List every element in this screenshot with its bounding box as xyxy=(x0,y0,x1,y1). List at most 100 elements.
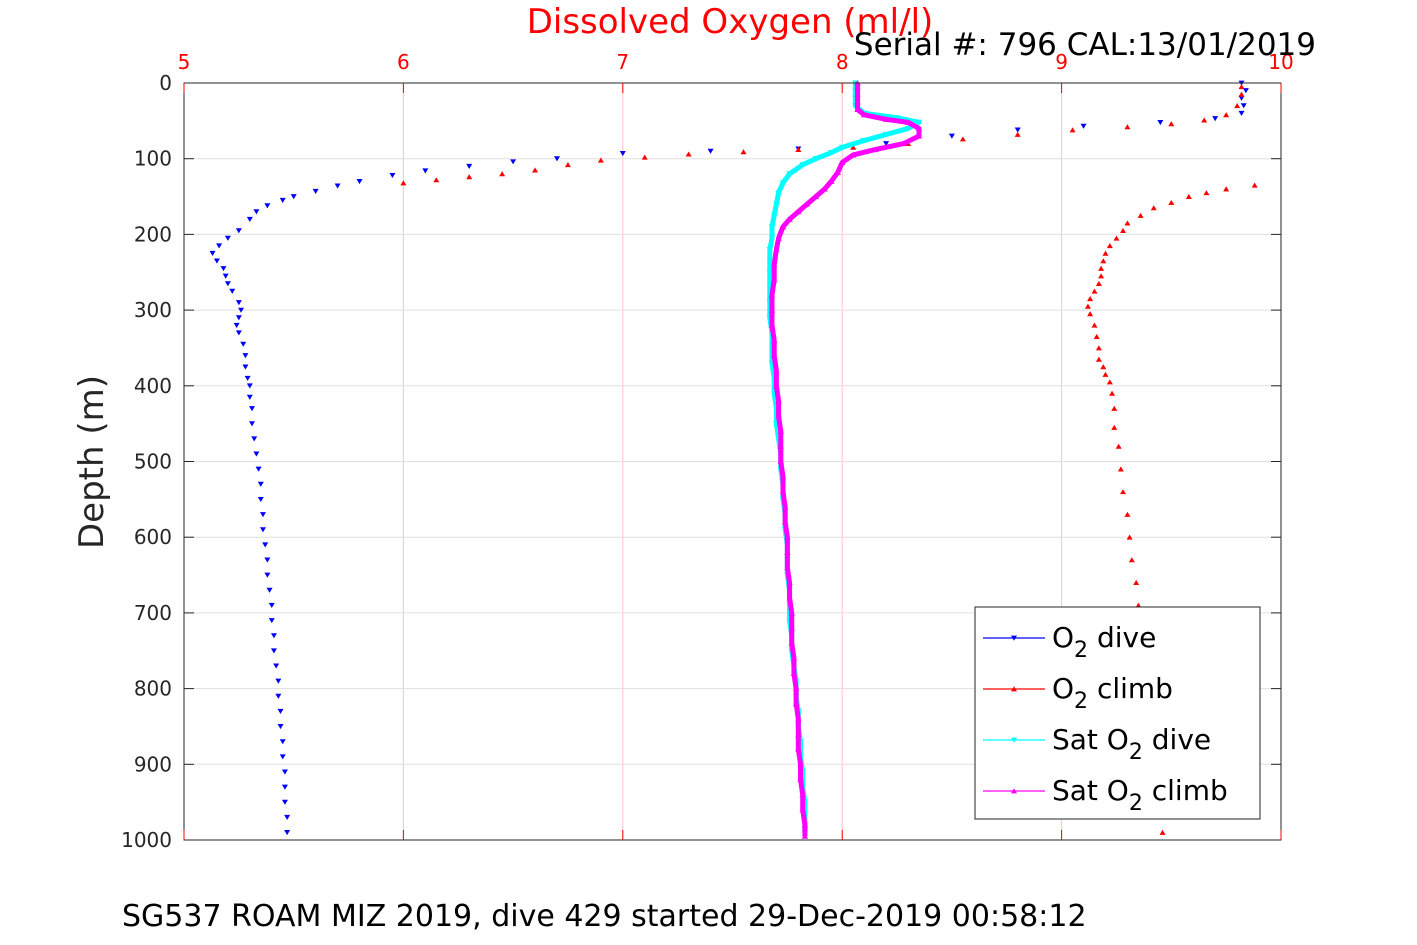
legend-label: Sat O2 dive xyxy=(1052,723,1211,765)
data-point xyxy=(277,724,284,730)
data-point xyxy=(1133,579,1140,586)
data-point xyxy=(209,250,216,257)
data-point xyxy=(799,806,806,813)
data-point xyxy=(860,111,868,118)
legend-label-subscript: 2 xyxy=(1129,740,1143,765)
data-point xyxy=(257,481,264,487)
legend-label: O2 climb xyxy=(1052,672,1173,714)
data-point xyxy=(849,152,857,158)
data-point xyxy=(284,814,291,820)
data-point xyxy=(1124,220,1131,226)
y-tick-label: 900 xyxy=(134,752,172,776)
data-point xyxy=(1087,311,1094,317)
data-point xyxy=(781,504,789,510)
legend-label-subscript: 2 xyxy=(1129,791,1143,816)
y-tick-label: 600 xyxy=(134,525,172,549)
data-point xyxy=(257,496,264,503)
legend-label-main: O xyxy=(1052,672,1074,705)
legend-label-main: Sat O xyxy=(1052,774,1129,807)
data-point xyxy=(564,162,571,168)
data-point xyxy=(466,163,473,169)
data-point xyxy=(773,201,780,207)
data-point xyxy=(213,258,220,264)
data-point xyxy=(781,519,789,525)
data-point xyxy=(797,761,804,767)
data-point xyxy=(773,246,780,253)
data-point xyxy=(882,116,890,122)
data-point xyxy=(795,731,802,737)
data-point xyxy=(220,266,227,272)
data-point xyxy=(1095,345,1102,351)
data-point xyxy=(773,382,780,389)
data-point xyxy=(834,169,842,175)
data-point xyxy=(1168,121,1175,127)
data-point xyxy=(281,799,288,805)
data-point xyxy=(1159,829,1166,835)
legend-label: O2 dive xyxy=(1052,621,1156,663)
data-point xyxy=(273,663,280,669)
data-point xyxy=(1238,84,1245,90)
y-tick-label: 400 xyxy=(134,374,172,398)
data-point xyxy=(1093,333,1100,339)
data-point xyxy=(233,322,240,328)
data-point xyxy=(246,383,253,389)
data-point xyxy=(1014,127,1021,133)
data-point xyxy=(766,246,773,253)
data-point xyxy=(1095,356,1102,362)
data-point xyxy=(1091,288,1098,294)
data-point xyxy=(821,186,828,192)
data-point xyxy=(224,281,231,287)
data-point xyxy=(812,193,820,200)
data-point xyxy=(619,151,626,157)
data-point xyxy=(279,197,286,204)
legend-swatch-marker xyxy=(1011,686,1017,692)
data-point xyxy=(433,177,440,183)
x-tick-label: 6 xyxy=(397,50,410,74)
data-point xyxy=(242,364,249,370)
data-point xyxy=(900,140,907,147)
data-point xyxy=(1124,124,1131,130)
data-point xyxy=(1084,303,1091,309)
data-point xyxy=(1102,371,1109,377)
y-tick-label: 500 xyxy=(134,450,172,474)
data-point xyxy=(795,746,802,752)
data-point xyxy=(795,716,802,722)
data-point xyxy=(854,83,861,90)
data-point xyxy=(768,235,776,242)
data-point xyxy=(1251,182,1258,188)
data-point xyxy=(334,183,341,189)
data-point xyxy=(799,791,806,798)
data-point xyxy=(790,655,798,661)
data-point xyxy=(915,119,923,126)
data-point xyxy=(1100,258,1107,264)
data-point xyxy=(788,610,795,616)
data-point xyxy=(779,223,787,230)
data-points xyxy=(209,80,1258,839)
data-point xyxy=(1014,131,1021,137)
data-point xyxy=(1080,123,1087,129)
data-point xyxy=(1102,250,1109,256)
data-point xyxy=(770,261,778,268)
data-point xyxy=(770,276,778,283)
data-point xyxy=(1113,235,1120,241)
data-point xyxy=(768,224,776,230)
legend-swatch-marker xyxy=(1011,788,1017,794)
data-point xyxy=(1150,205,1157,211)
data-point xyxy=(775,190,782,196)
data-point xyxy=(510,159,517,165)
legend-label-main: O xyxy=(1052,621,1074,654)
data-point xyxy=(1120,489,1127,495)
data-point xyxy=(1098,265,1105,271)
data-point xyxy=(770,212,778,219)
data-point xyxy=(255,466,262,472)
data-point xyxy=(259,512,266,518)
data-point xyxy=(264,557,271,563)
data-point xyxy=(1111,405,1118,411)
data-point xyxy=(795,208,802,215)
data-point xyxy=(268,602,275,609)
data-point xyxy=(1115,443,1122,449)
footer-caption: SG537 ROAM MIZ 2019, dive 429 started 29… xyxy=(122,899,1087,934)
legend-item: Sat O2 dive xyxy=(983,723,1211,765)
data-point xyxy=(1238,110,1245,116)
